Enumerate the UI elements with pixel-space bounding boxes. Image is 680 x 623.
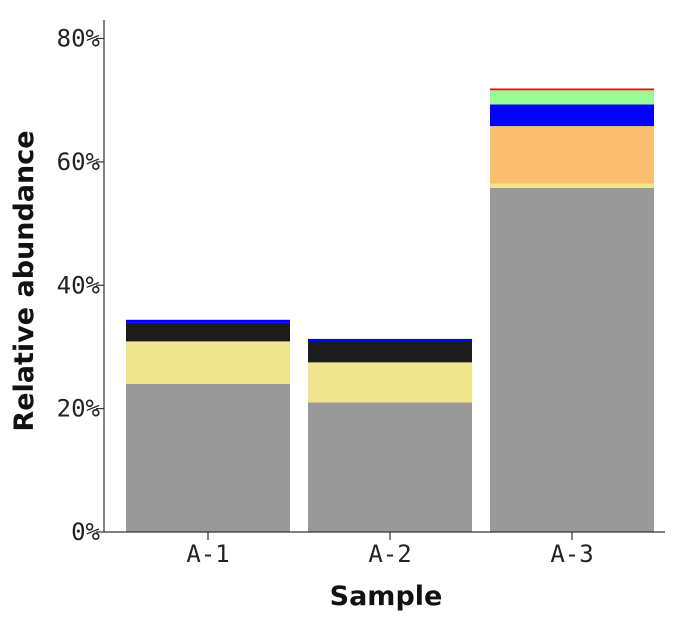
bar-segment-a-3-1	[490, 183, 654, 188]
y-axis-title: Relative abundance	[9, 130, 40, 431]
bar-segment-a-3-5	[490, 90, 654, 105]
y-tick-label-20: 20%	[57, 395, 101, 423]
y-tick-label-0: 0%	[71, 518, 100, 546]
bar-segment-a-1-1	[126, 341, 290, 384]
x-tick-label-a-3: A-3	[550, 540, 593, 568]
bar-segment-a-2-0	[308, 402, 472, 532]
x-axis-title: Sample	[330, 581, 443, 612]
y-ticks: 0% 20% 40% 60% 80%	[57, 25, 104, 546]
bar-segment-a-1-3	[126, 322, 290, 342]
bar-segment-a-2-1	[308, 362, 472, 403]
bar-segment-a-3-6	[490, 88, 654, 91]
bar-segment-a-3-2	[490, 126, 654, 184]
bar-segment-a-1-0	[126, 383, 290, 532]
bar-segment-a-2-4	[308, 338, 472, 343]
y-tick-label-60: 60%	[57, 148, 101, 176]
bars-layer	[126, 88, 654, 532]
x-tick-label-a-2: A-2	[368, 540, 411, 568]
x-ticks: A-1 A-2 A-3	[186, 532, 594, 568]
bar-segment-a-3-0	[490, 187, 654, 532]
y-tick-label-80: 80%	[57, 25, 101, 53]
x-tick-label-a-1: A-1	[186, 540, 229, 568]
bar-segment-a-2-3	[308, 342, 472, 363]
bar-segment-a-3-4	[490, 104, 654, 127]
bar-segment-a-1-4	[126, 319, 290, 323]
y-tick-label-40: 40%	[57, 271, 101, 299]
